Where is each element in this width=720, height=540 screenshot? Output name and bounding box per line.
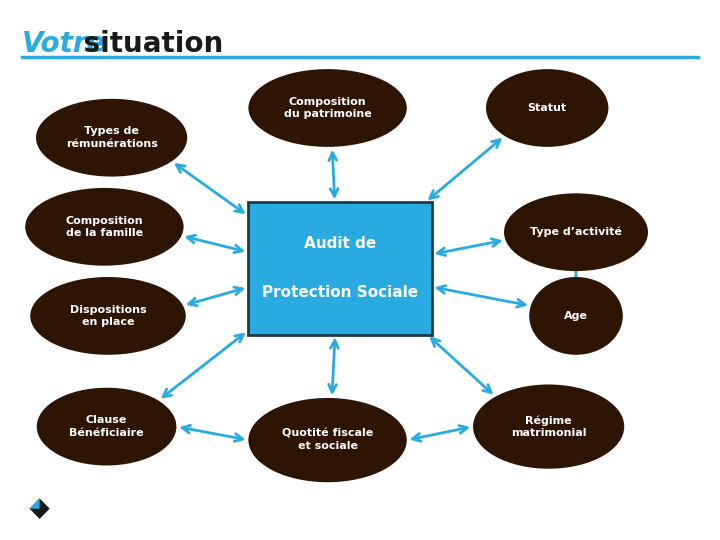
Polygon shape — [30, 498, 50, 519]
Ellipse shape — [37, 388, 176, 465]
Ellipse shape — [36, 99, 187, 177]
Text: Régime
matrimonial: Régime matrimonial — [511, 415, 586, 438]
Text: Composition
de la famille: Composition de la famille — [66, 215, 143, 238]
Text: Votre: Votre — [22, 30, 106, 58]
Ellipse shape — [25, 188, 184, 266]
Ellipse shape — [30, 277, 186, 355]
Text: Statut: Statut — [528, 103, 567, 113]
Text: Audit de

Protection Sociale: Audit de Protection Sociale — [262, 237, 418, 300]
Text: Quotité fiscale
et sociale: Quotité fiscale et sociale — [282, 429, 373, 451]
Text: Types de
rémunérations: Types de rémunérations — [66, 126, 158, 149]
Ellipse shape — [504, 193, 648, 271]
Ellipse shape — [529, 277, 623, 355]
Text: situation: situation — [74, 30, 223, 58]
Ellipse shape — [248, 69, 407, 147]
Polygon shape — [30, 498, 40, 509]
Text: Clause
Bénéficiaire: Clause Bénéficiaire — [69, 415, 144, 438]
Ellipse shape — [248, 398, 407, 482]
Ellipse shape — [486, 69, 608, 147]
Text: Composition
du patrimoine: Composition du patrimoine — [284, 97, 372, 119]
Ellipse shape — [473, 384, 624, 469]
Text: Age: Age — [564, 311, 588, 321]
Text: Type d’activité: Type d’activité — [530, 227, 622, 238]
Text: Dispositions
en place: Dispositions en place — [70, 305, 146, 327]
FancyBboxPatch shape — [248, 202, 431, 334]
